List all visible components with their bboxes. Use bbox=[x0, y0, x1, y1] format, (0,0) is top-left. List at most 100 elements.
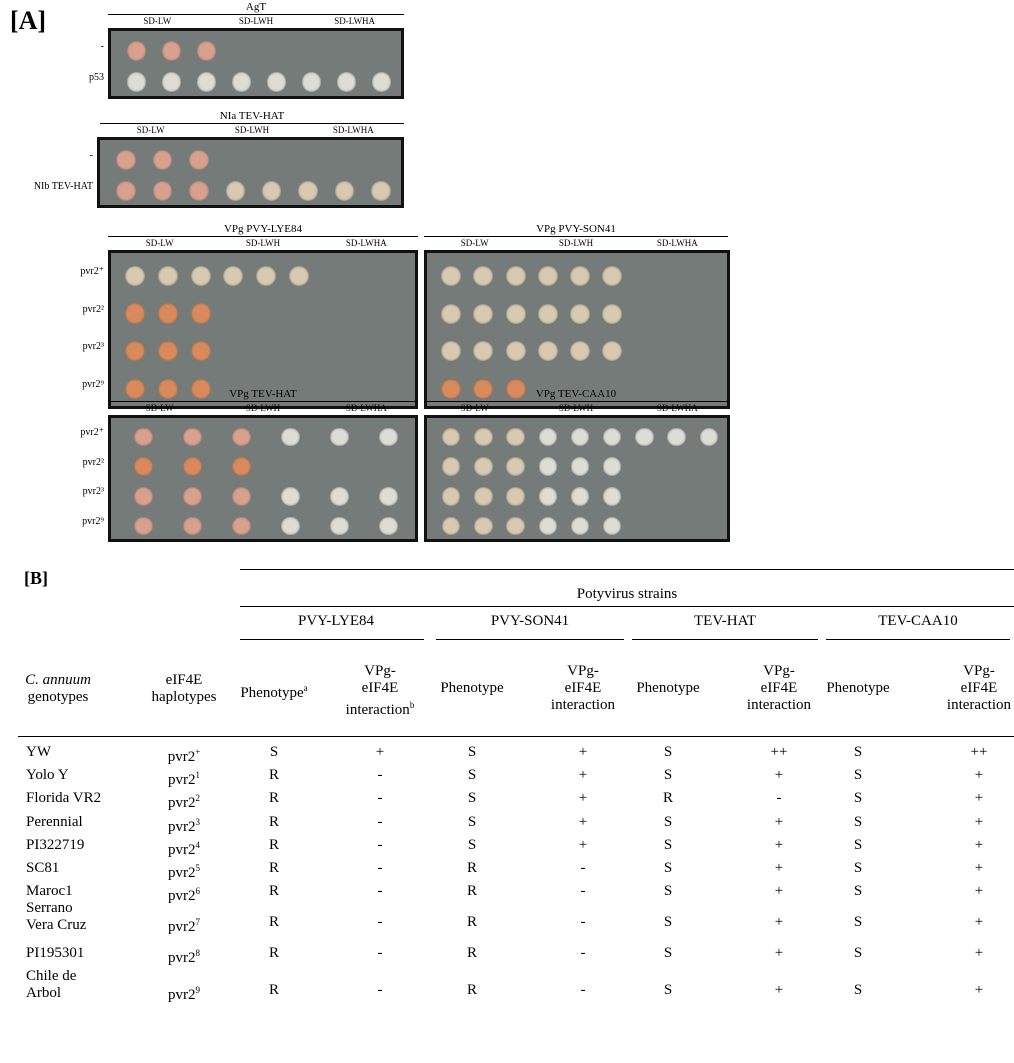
yeast-colony bbox=[441, 457, 461, 476]
yeast-plate bbox=[97, 137, 404, 208]
yeast-colony bbox=[126, 72, 147, 92]
genotype-column-header: C. annuum genotypes bbox=[18, 672, 98, 706]
table-value-cell: + bbox=[974, 790, 984, 806]
genotype-cell: Chile de Arbol bbox=[26, 968, 136, 1002]
yeast-colony bbox=[223, 265, 244, 286]
yeast-colony bbox=[506, 457, 525, 476]
yeast-colony bbox=[288, 265, 309, 286]
table-value-cell: + bbox=[578, 767, 588, 783]
haplotype-allele: 2 bbox=[195, 793, 201, 803]
plate-title-rule bbox=[424, 236, 728, 237]
table-value-cell: S bbox=[467, 790, 477, 806]
haplotype-column-header: eIF4E haplotypes bbox=[134, 672, 234, 706]
plate-title: VPg PVY-SON41 bbox=[536, 223, 616, 235]
yeast-colony bbox=[336, 72, 357, 92]
interaction-header-line: VPg- bbox=[963, 663, 995, 679]
media-label: SD-LW bbox=[145, 238, 174, 248]
yeast-colony bbox=[190, 378, 211, 400]
interaction-header-line: eIF4E bbox=[960, 680, 998, 696]
genotype-line: Perennial bbox=[26, 814, 83, 830]
table-value-cell: ++ bbox=[770, 744, 788, 760]
table-value-cell: + bbox=[774, 860, 784, 876]
table-value-cell: S bbox=[853, 744, 863, 760]
strain-header: TEV-CAA10 bbox=[878, 613, 958, 629]
table-value-cell: - bbox=[580, 883, 586, 899]
plate-title: VPg PVY-LYE84 bbox=[223, 223, 303, 235]
strain-header: TEV-HAT bbox=[694, 613, 756, 629]
yeast-colony bbox=[134, 516, 153, 536]
genotype-line: YW bbox=[26, 744, 51, 760]
table-value-cell: + bbox=[974, 914, 984, 930]
strain-header-rule bbox=[826, 639, 1010, 640]
yeast-colony bbox=[371, 181, 391, 201]
table-value-cell: S bbox=[663, 945, 673, 961]
table-value-cell: S bbox=[853, 982, 863, 998]
interaction-header-line: interaction bbox=[946, 697, 1012, 713]
yeast-colony bbox=[231, 72, 252, 92]
yeast-colony bbox=[189, 149, 209, 170]
yeast-colony bbox=[474, 487, 493, 506]
yeast-colony bbox=[379, 516, 398, 536]
plate-row-label: pvr2⁹ bbox=[82, 379, 104, 391]
strain-header-rule bbox=[632, 639, 818, 640]
table-value-cell: + bbox=[578, 814, 588, 830]
yeast-colony bbox=[157, 341, 179, 362]
table-value-cell: R bbox=[662, 790, 673, 806]
yeast-colony bbox=[196, 40, 217, 61]
table-value-cell: + bbox=[974, 945, 984, 961]
yeast-colony bbox=[330, 516, 349, 536]
plate-row-label: pvr2² bbox=[82, 303, 104, 315]
table-value-cell: R bbox=[268, 837, 279, 853]
table-value-cell: S bbox=[853, 860, 863, 876]
yeast-colony bbox=[161, 40, 182, 61]
yeast-colony bbox=[570, 427, 590, 447]
interaction-header-line: eIF4E bbox=[760, 680, 798, 696]
yeast-colony bbox=[506, 516, 525, 536]
interaction-column-header: VPg-eIF4E interaction bbox=[729, 663, 829, 714]
table-value-cell: + bbox=[774, 767, 784, 783]
yeast-colony bbox=[232, 487, 251, 506]
interaction-header-line: interaction bbox=[550, 697, 616, 713]
yeast-colony bbox=[570, 303, 590, 324]
table-value-cell: + bbox=[375, 744, 385, 760]
media-label: SD-LW bbox=[460, 238, 489, 248]
media-label: SD-LW bbox=[143, 16, 172, 26]
table-value-cell: - bbox=[776, 790, 782, 806]
haplotype-cell: pvr27 bbox=[168, 917, 200, 935]
genotype-cell: PI195301 bbox=[26, 945, 136, 962]
yeast-colony bbox=[189, 181, 209, 201]
table-value-cell: - bbox=[377, 883, 383, 899]
media-label: SD-LWH bbox=[238, 16, 274, 26]
haplotype-allele: 1 bbox=[195, 770, 201, 780]
yeast-colony bbox=[379, 427, 398, 447]
table-value-cell: R bbox=[268, 814, 279, 830]
phenotype-column-header: Phenotype bbox=[826, 680, 890, 696]
haplotype-header-line1: eIF4E bbox=[165, 672, 203, 688]
table-value-cell: + bbox=[774, 837, 784, 853]
footnote-mark: a bbox=[303, 683, 308, 693]
table-value-cell: - bbox=[377, 982, 383, 998]
media-label: SD-LWHA bbox=[345, 403, 387, 413]
genotype-line: PI195301 bbox=[26, 945, 85, 961]
yeast-colony bbox=[116, 181, 136, 201]
haplotype-cell: pvr23 bbox=[168, 817, 200, 835]
table-value-cell: + bbox=[974, 767, 984, 783]
plate-row-label: - bbox=[89, 149, 93, 161]
haplotype-allele: 4 bbox=[195, 840, 201, 850]
interaction-header-line: eIF4E bbox=[361, 680, 399, 696]
plate-row-label: pvr2³ bbox=[82, 486, 104, 498]
yeast-colony bbox=[441, 341, 462, 362]
yeast-colony bbox=[255, 265, 277, 286]
yeast-colony bbox=[441, 427, 461, 447]
phenotype-column-header: Phenotype bbox=[636, 680, 700, 696]
table-top-rule bbox=[240, 569, 1014, 570]
yeast-colony bbox=[232, 516, 251, 536]
yeast-colony bbox=[570, 341, 590, 362]
plate-row-label: pvr2³ bbox=[82, 341, 104, 353]
yeast-colony bbox=[474, 457, 493, 476]
media-label: SD-LWH bbox=[558, 238, 594, 248]
yeast-colony bbox=[473, 341, 494, 362]
genotype-header-line2: genotypes bbox=[27, 689, 89, 705]
yeast-colony bbox=[126, 40, 147, 61]
plate-row-label: pvr2² bbox=[82, 456, 104, 468]
